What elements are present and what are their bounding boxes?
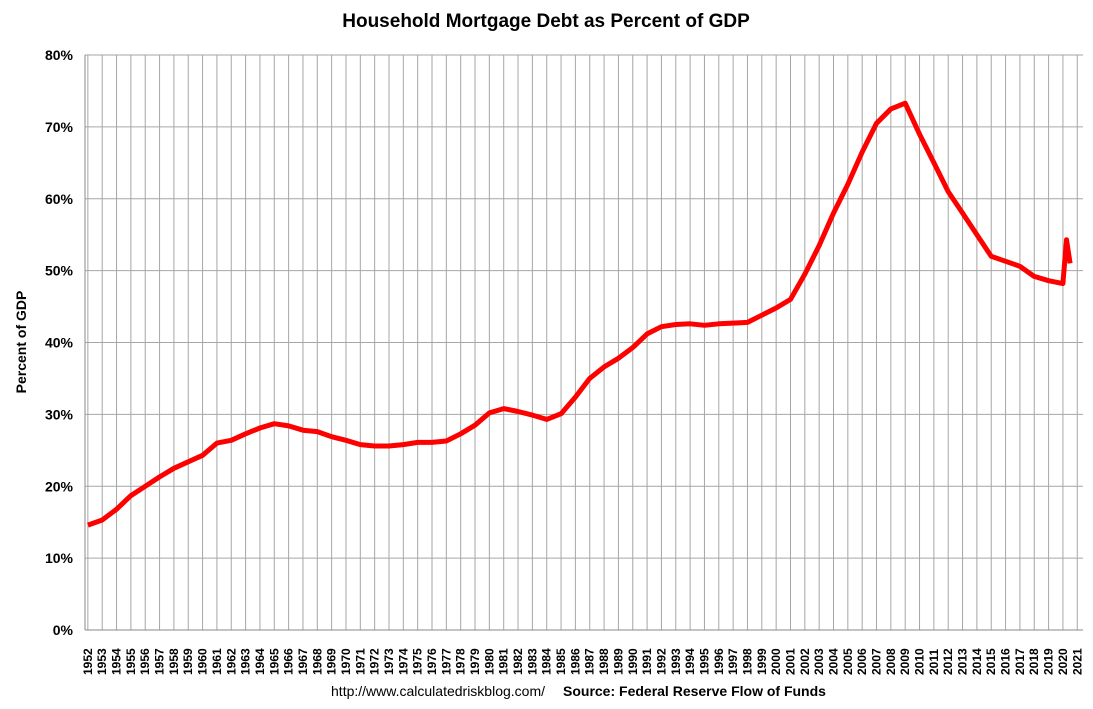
x-tick-label: 1990 xyxy=(626,648,640,675)
y-tick-label: 0% xyxy=(53,622,74,638)
x-tick-label: 1953 xyxy=(95,648,109,675)
y-tick-label: 60% xyxy=(45,191,74,207)
x-tick-label: 1968 xyxy=(310,648,324,675)
x-tick-label: 2003 xyxy=(812,648,826,675)
x-tick-label: 1965 xyxy=(267,648,281,675)
data-line xyxy=(87,100,1073,528)
x-tick-label: 1971 xyxy=(353,648,367,675)
x-tick-label: 2010 xyxy=(913,648,927,675)
footer-source: Source: Federal Reserve Flow of Funds xyxy=(563,683,826,699)
x-tick-label: 1991 xyxy=(640,648,654,675)
x-tick-label: 2012 xyxy=(941,648,955,675)
x-tick-label: 1997 xyxy=(726,648,740,675)
x-tick-label: 2005 xyxy=(841,648,855,675)
x-tick-label: 2006 xyxy=(855,648,869,675)
x-tick-label: 1955 xyxy=(124,648,138,675)
x-tick-label: 1975 xyxy=(411,648,425,675)
x-tick-label: 2007 xyxy=(870,648,884,675)
x-tick-label: 1986 xyxy=(568,648,582,675)
x-tick-label: 1956 xyxy=(138,648,152,675)
x-tick-label: 2001 xyxy=(783,648,797,675)
x-tick-label: 1980 xyxy=(482,648,496,675)
x-tick-label: 2009 xyxy=(898,648,912,675)
x-tick-label: 1964 xyxy=(253,648,267,675)
x-tick-label: 1981 xyxy=(497,648,511,675)
x-tick-label: 1985 xyxy=(554,648,568,675)
x-tick-label: 1987 xyxy=(583,648,597,675)
x-tick-label: 1962 xyxy=(224,648,238,675)
x-tick-label: 2015 xyxy=(984,648,998,675)
x-tick-label: 2016 xyxy=(999,648,1013,675)
x-tick-label: 1973 xyxy=(382,648,396,675)
x-tick-label: 1976 xyxy=(425,648,439,675)
x-tick-label: 1961 xyxy=(210,648,224,675)
chart-title: Household Mortgage Debt as Percent of GD… xyxy=(342,11,750,32)
y-tick-label: 50% xyxy=(45,263,74,279)
x-tick-label: 1989 xyxy=(611,648,625,675)
x-tick-label: 2021 xyxy=(1070,648,1084,675)
footer-url: http://www.calculatedriskblog.com/ xyxy=(331,683,545,699)
y-tick-label: 70% xyxy=(45,119,74,135)
x-tick-label: 1984 xyxy=(540,648,554,675)
x-tick-label: 1960 xyxy=(196,648,210,675)
x-tick-label: 1998 xyxy=(740,648,754,675)
x-tick-label: 2019 xyxy=(1042,648,1056,675)
y-tick-label: 80% xyxy=(45,47,74,63)
x-tick-label: 1999 xyxy=(755,648,769,675)
x-tick-label: 1966 xyxy=(282,648,296,675)
x-tick-label: 2011 xyxy=(927,649,941,675)
x-tick-label: 1978 xyxy=(454,648,468,675)
x-tick-label: 1972 xyxy=(368,648,382,675)
y-tick-label: 10% xyxy=(45,550,74,566)
y-axis-label: Percent of GDP xyxy=(13,291,29,394)
x-tick-label: 1958 xyxy=(167,648,181,675)
x-tick-label: 1996 xyxy=(712,648,726,675)
x-tick-label: 1970 xyxy=(339,648,353,675)
x-tick-label: 1993 xyxy=(669,648,683,675)
x-tick-label: 1969 xyxy=(325,648,339,675)
y-tick-label: 30% xyxy=(45,406,74,422)
x-tick-label: 1977 xyxy=(439,648,453,675)
x-tick-label: 2017 xyxy=(1013,648,1027,675)
x-tick-label: 1963 xyxy=(239,648,253,675)
x-tick-label: 1995 xyxy=(697,648,711,675)
x-tick-label: 1959 xyxy=(181,648,195,675)
x-tick-label: 2018 xyxy=(1027,648,1041,675)
x-tick-label: 2008 xyxy=(884,648,898,675)
x-tick-label: 1967 xyxy=(296,648,310,675)
y-tick-label: 40% xyxy=(45,335,74,351)
x-tick-label: 2013 xyxy=(956,648,970,675)
x-tick-label: 1992 xyxy=(654,648,668,675)
x-tick-label: 1957 xyxy=(153,648,167,675)
x-tick-label: 2002 xyxy=(798,648,812,675)
x-tick-label: 1994 xyxy=(683,648,697,675)
x-tick-label: 2000 xyxy=(769,648,783,675)
x-tick-label: 2014 xyxy=(970,648,984,675)
x-tick-label: 1954 xyxy=(110,648,124,675)
x-tick-label: 1979 xyxy=(468,648,482,675)
x-tick-label: 2004 xyxy=(827,648,841,675)
x-tick-label: 1983 xyxy=(525,648,539,675)
x-tick-label: 2020 xyxy=(1056,648,1070,675)
x-tick-label: 1988 xyxy=(597,648,611,675)
y-tick-label: 20% xyxy=(45,478,74,494)
x-tick-label: 1982 xyxy=(511,648,525,675)
x-tick-label: 1952 xyxy=(81,648,95,675)
x-tick-label: 1974 xyxy=(396,648,410,675)
